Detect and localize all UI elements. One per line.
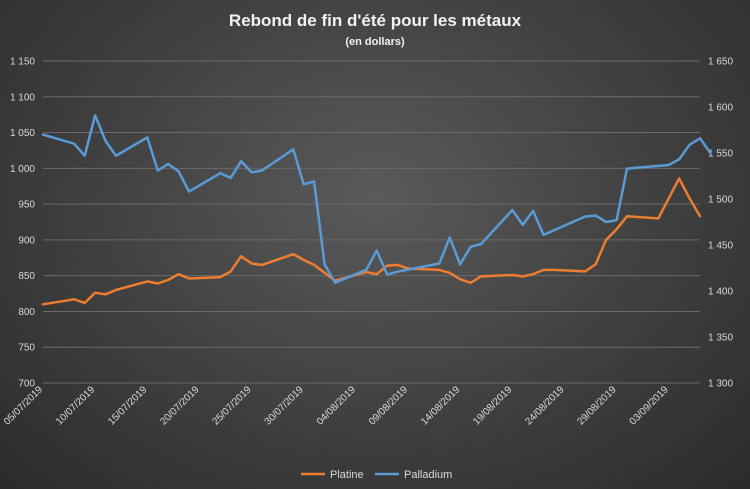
y-left-tick-label: 800	[18, 307, 35, 318]
legend-label-palladium: Palladium	[404, 469, 452, 481]
y-right-tick-label: 1 550	[708, 149, 733, 160]
chart-subtitle: (en dollars)	[345, 36, 405, 48]
x-tick-label: 29/08/2019	[576, 384, 619, 427]
x-tick-label: 03/09/2019	[628, 384, 671, 427]
series-platine	[41, 177, 702, 306]
legend-item-platine: Platine	[301, 469, 364, 481]
series-line-platine	[41, 177, 702, 306]
series-palladium	[41, 114, 712, 284]
y-left-tick-label: 900	[18, 235, 35, 246]
x-tick-label: 24/08/2019	[523, 384, 566, 427]
chart-title: Rebond de fin d'été pour les métaux	[229, 11, 522, 30]
x-tick-label: 14/08/2019	[419, 384, 462, 427]
y-right-tick-label: 1 350	[708, 333, 733, 344]
y-left-tick-label: 1 100	[10, 92, 35, 103]
x-tick-label: 25/07/2019	[211, 384, 254, 427]
y-left-tick-label: 850	[18, 271, 35, 282]
legend-label-platine: Platine	[330, 469, 364, 481]
y-axis-left: 700 750 800 850 900 950 1 000 1 050 1 100 1 150	[10, 57, 35, 390]
y-right-tick-label: 1 600	[708, 103, 733, 114]
y-left-tick-label: 700	[18, 379, 35, 390]
y-left-tick-label: 1 050	[10, 128, 35, 139]
x-tick-label: 15/07/2019	[106, 384, 149, 427]
legend-item-palladium: Palladium	[375, 469, 452, 481]
gridlines	[43, 60, 700, 384]
plot-area	[41, 114, 712, 306]
x-tick-label: 09/08/2019	[367, 384, 410, 427]
legend: Platine Palladium	[301, 469, 452, 481]
y-right-tick-label: 1 650	[708, 57, 733, 68]
series-line-palladium	[41, 114, 712, 284]
y-right-tick-label: 1 400	[708, 287, 733, 298]
x-axis: 05/07/2019 10/07/2019 15/07/2019 20/07/2019…	[2, 384, 671, 427]
x-tick-label: 04/08/2019	[315, 384, 358, 427]
y-left-tick-label: 1 000	[10, 164, 35, 175]
y-right-tick-label: 1 450	[708, 241, 733, 252]
y-axis-right: 1 300 1 350 1 400 1 450 1 500 1 550 1 600 1 650	[708, 57, 733, 390]
y-left-tick-label: 950	[18, 200, 35, 211]
x-tick-label: 10/07/2019	[54, 384, 97, 427]
x-tick-label: 20/07/2019	[158, 384, 201, 427]
y-left-tick-label: 750	[18, 343, 35, 354]
y-right-tick-label: 1 500	[708, 195, 733, 206]
x-tick-label: 19/08/2019	[471, 384, 514, 427]
x-tick-label: 30/07/2019	[263, 384, 306, 427]
y-right-tick-label: 1 300	[708, 379, 733, 390]
x-tick-label: 05/07/2019	[2, 384, 45, 427]
y-left-tick-label: 1 150	[10, 57, 35, 68]
